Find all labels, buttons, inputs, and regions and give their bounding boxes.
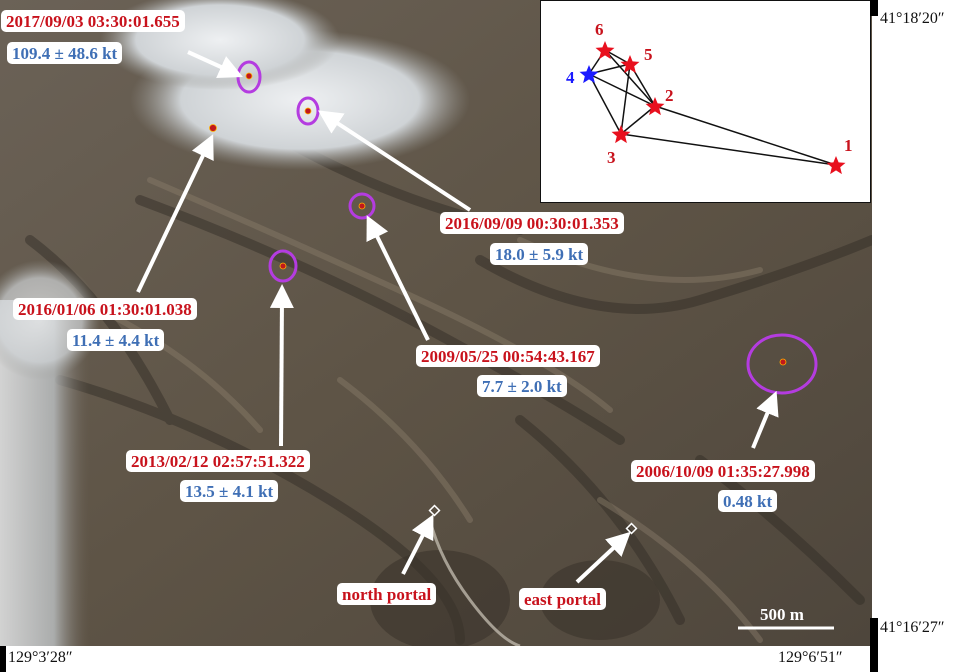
event-datetime-2013: 2013/02/12 02:57:51.322 (126, 450, 310, 472)
event-marker-2006 (746, 333, 818, 395)
event-datetime-2016-09: 2016/09/09 00:30:01.353 (440, 212, 624, 234)
event-marker-2009 (348, 192, 376, 220)
north-portal-marker (428, 504, 441, 517)
bottom-right-tick (870, 618, 878, 672)
inset-star-1 (826, 156, 846, 175)
east-portal-marker (625, 522, 638, 535)
arrow-2009 (366, 215, 430, 341)
event-yield-2013: 13.5 ± 4.1 kt (180, 480, 279, 502)
bottom-left-tick (0, 646, 6, 672)
lat-top-label: 41°18′20″ (880, 10, 945, 27)
event-datetime-2017: 2017/09/03 03:30:01.655 (1, 10, 185, 32)
arrow-2006 (751, 390, 779, 449)
arrow-2016-01 (136, 134, 214, 293)
inset-label-1: 1 (844, 136, 853, 155)
event-markers (209, 60, 818, 395)
event-yield-2016-09: 18.0 ± 5.9 kt (490, 243, 589, 265)
event-yield-2006: 0.48 kt (718, 490, 778, 512)
inset-star-4 (579, 65, 599, 84)
inset-star-2 (645, 97, 665, 116)
inset-label-2: 2 (665, 86, 674, 105)
lon-left-label: 129°3′28″ (8, 649, 73, 666)
top-right-tick (870, 0, 878, 16)
inset-label-6: 6 (595, 20, 604, 39)
event-yield-2017: 109.4 ± 48.6 kt (7, 42, 123, 64)
arrow-east-portal (575, 531, 631, 584)
right-margin (872, 0, 968, 646)
lon-right-label: 129°6′51″ (778, 649, 843, 666)
north-portal-label: north portal (337, 583, 437, 605)
lat-bottom-label: 41°16′27″ (880, 619, 945, 636)
inset-location-diagram: 1 2 3 4 5 6 (540, 0, 871, 203)
event-yield-2016-01: 11.4 ± 4.4 kt (67, 329, 165, 351)
arrow-2016-09 (317, 110, 472, 212)
east-portal-label: east portal (519, 588, 606, 610)
inset-star-6 (595, 41, 615, 60)
event-yield-2009: 7.7 ± 2.0 kt (477, 375, 567, 397)
event-datetime-2006: 2006/10/09 01:35:27.998 (631, 460, 815, 482)
scale-bar-label: 500 m (760, 605, 804, 624)
arrow-north-portal (401, 514, 434, 575)
arrows (136, 50, 779, 584)
event-datetime-2016-01: 2016/01/06 01:30:01.038 (13, 298, 197, 320)
arrow-2017 (187, 50, 243, 78)
inset-star-3 (611, 125, 631, 144)
inset-label-4: 4 (566, 68, 575, 87)
event-marker-2016-01 (268, 249, 298, 283)
inset-star-5 (620, 55, 640, 74)
inset-stars (579, 41, 846, 175)
event-marker-unlabeled (209, 124, 217, 132)
inset-label-5: 5 (644, 45, 653, 64)
event-datetime-2009: 2009/05/25 00:54:43.167 (416, 345, 600, 367)
arrow-2013 (269, 284, 294, 447)
inset-label-3: 3 (607, 148, 616, 167)
